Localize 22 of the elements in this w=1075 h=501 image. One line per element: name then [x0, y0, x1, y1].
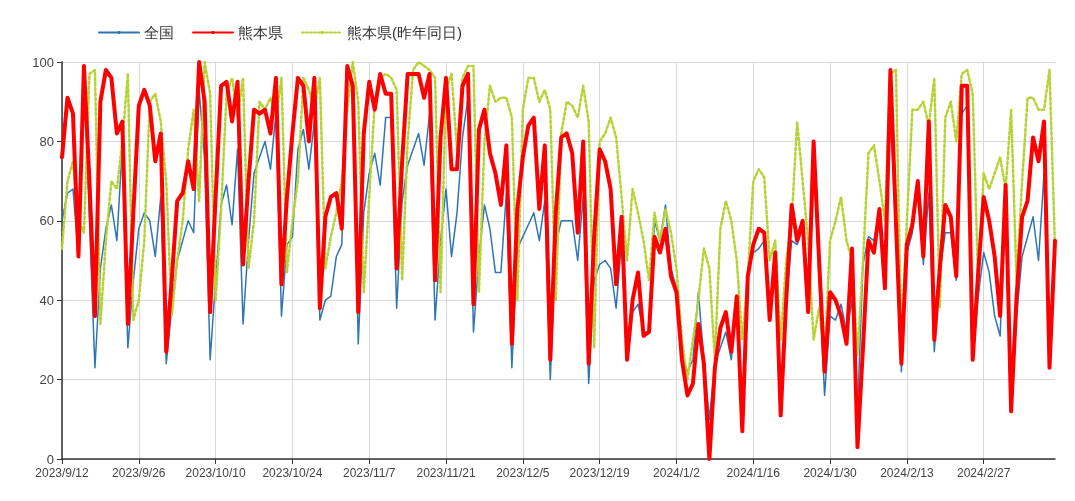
y-tick-label: 0 — [46, 451, 54, 467]
x-tick-label: 2023/9/26 — [112, 466, 166, 480]
x-tick-label: 2024/2/27 — [956, 466, 1011, 480]
x-tick-label: 2023/10/24 — [262, 466, 323, 480]
y-tick-label: 20 — [39, 372, 54, 388]
x-tick-label: 2023/11/21 — [416, 466, 476, 480]
x-tick-label: 2024/1/16 — [726, 466, 781, 480]
y-tick-label: 80 — [39, 133, 54, 149]
x-tick-label: 2023/12/19 — [569, 466, 630, 480]
x-tick-label: 2023/12/5 — [496, 466, 550, 480]
x-tick-label: 2023/10/10 — [185, 466, 246, 480]
legend-label: 熊本県 — [238, 24, 283, 41]
x-tick-label: 2024/1/2 — [653, 466, 701, 480]
y-tick-label: 40 — [39, 292, 54, 308]
y-tick-label: 100 — [32, 54, 54, 70]
x-tick-label: 2024/2/13 — [880, 466, 934, 480]
x-tick-label: 2023/9/12 — [35, 466, 90, 480]
x-tick-label: 2024/1/30 — [803, 466, 858, 480]
y-tick-label: 60 — [39, 213, 54, 229]
legend-label: 全国 — [144, 24, 174, 41]
legend-label: 熊本県(昨年同日) — [347, 24, 462, 41]
x-tick-label: 2023/11/7 — [342, 466, 396, 480]
